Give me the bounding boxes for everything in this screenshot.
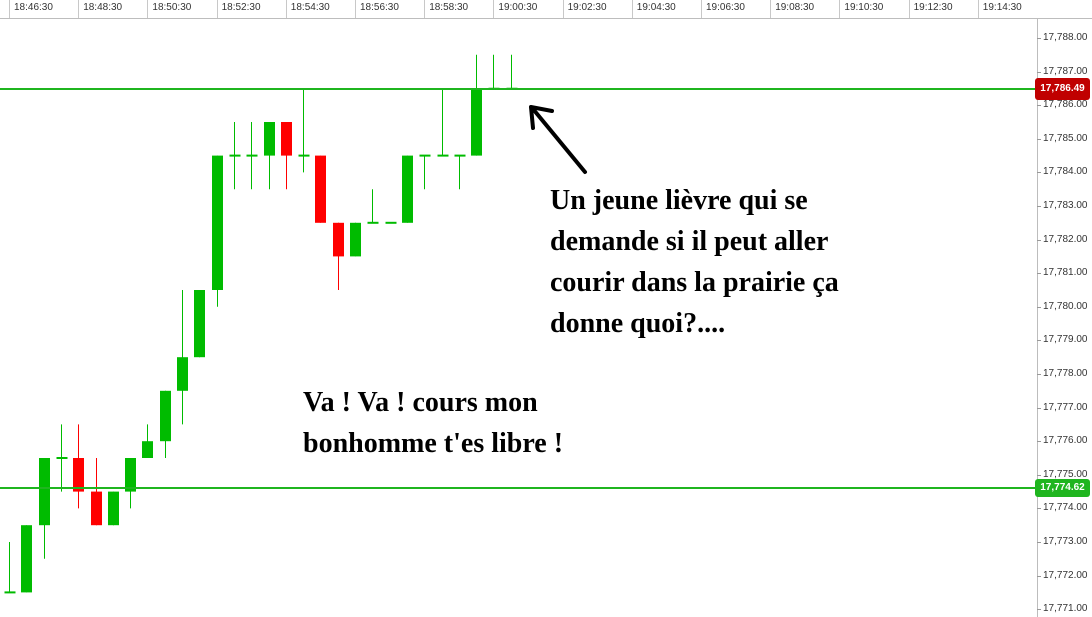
time-tick [9,0,10,18]
candle-body [177,357,188,391]
time-tick [631,0,633,18]
time-tick [839,0,841,18]
candle-body [160,390,171,442]
candle-body [333,222,344,257]
price-tick-label: 17,777.00 [1043,401,1088,413]
price-tick-label: 17,784.00 [1043,166,1088,178]
time-tick [355,0,356,18]
price-tick [1037,273,1041,275]
price-tick [1037,172,1041,174]
time-tick-label: 18:56:30 [360,2,399,13]
price-tick [1037,508,1041,510]
arrow-icon [531,107,587,174]
candle-body [194,290,205,358]
price-tick-label: 17,787.00 [1043,65,1088,77]
price-tick-label: 17,779.00 [1043,334,1088,346]
price-tick [1037,239,1041,241]
time-tick-label: 19:14:30 [982,2,1022,13]
time-tick-label: 19:10:30 [844,2,884,13]
price-tick [1037,105,1041,107]
candle-body [402,155,413,223]
time-tick-label: 18:48:30 [83,2,123,13]
time-tick-label: 19:02:30 [567,2,607,13]
price-tick-label: 17,788.00 [1043,32,1088,43]
candle-body [21,525,32,593]
candle-body [125,458,136,492]
candle-body [315,155,326,223]
candle-body [142,441,153,458]
candle-body [471,88,482,156]
time-tick-label: 18:58:30 [429,2,469,13]
price-tick-label: 17,785.00 [1043,132,1088,144]
horizontal-line[interactable] [0,486,1036,489]
horizontal-line[interactable] [0,87,1036,90]
time-tick [216,0,218,18]
candle-body [350,222,361,257]
price-tick [1037,340,1041,342]
price-tick [1037,306,1041,308]
candle-body [212,155,223,290]
price-tick-label: 17,782.00 [1043,233,1088,245]
price-tick [1037,542,1041,543]
price-tick [1037,407,1041,409]
candle-body [264,122,275,156]
price-tick-label: 17,778.00 [1043,368,1088,379]
price-tick-label: 17,775.00 [1043,468,1088,480]
arrow-head-icon [529,105,554,130]
price-tick-label: 17,781.00 [1043,267,1088,279]
time-tick [424,0,426,18]
time-tick-label: 19:04:30 [636,2,676,13]
candle-body [108,491,119,526]
candle-body [91,491,102,526]
time-tick [147,0,149,18]
price-tick [1037,609,1041,611]
time-tick-label: 19:00:30 [498,2,538,13]
price-tick [1037,374,1041,375]
price-tick-label: 17,772.00 [1043,569,1088,581]
price-tick [1037,138,1041,140]
annotation-va: Va ! Va ! cours mon bonhomme t'es libre … [303,387,564,459]
time-tick-label: 18:52:30 [221,2,261,13]
time-tick-label: 19:06:30 [706,2,745,13]
price-tick-label: 17,773.00 [1043,536,1088,547]
candlestick-plot [4,54,587,594]
time-tick [493,0,495,18]
time-tick [78,0,80,18]
annotation-lievre: Un jeune lièvre qui se demande si il peu… [550,185,839,339]
time-tick [701,0,702,18]
price-axis [1037,19,1038,617]
time-tick [908,0,910,18]
candle-body [39,458,50,526]
price-tick [1037,575,1041,577]
price-line-label: 17,786.49 [1035,77,1090,100]
time-tick [977,0,979,18]
price-tick [1037,474,1041,476]
price-line-label: 17,774.62 [1035,478,1090,497]
time-tick-label: 18:50:30 [152,2,192,13]
time-axis: 18:46:30 18:48:30 18:50:30 18:52:30 18:54:30… [0,0,1092,19]
price-tick-label: 17,780.00 [1043,300,1088,312]
price-tick [1037,71,1041,73]
time-tick-label: 18:54:30 [290,2,330,13]
candle-body [73,458,84,492]
price-tick-label: 17,783.00 [1043,200,1088,211]
price-tick-label: 17,771.00 [1043,603,1088,615]
price-tick [1037,206,1041,207]
price-tick-label: 17,786.00 [1043,99,1088,111]
price-tick-label: 17,776.00 [1043,435,1088,447]
time-tick [770,0,772,18]
time-tick [562,0,564,18]
price-tick [1037,441,1041,443]
candle-body [281,122,292,156]
price-tick-label: 17,774.00 [1043,502,1088,514]
time-tick-label: 19:12:30 [913,2,953,13]
time-tick [285,0,287,18]
time-tick-label: 19:08:30 [775,2,815,13]
price-tick [1037,38,1041,39]
time-tick-label: 18:46:30 [14,2,53,13]
